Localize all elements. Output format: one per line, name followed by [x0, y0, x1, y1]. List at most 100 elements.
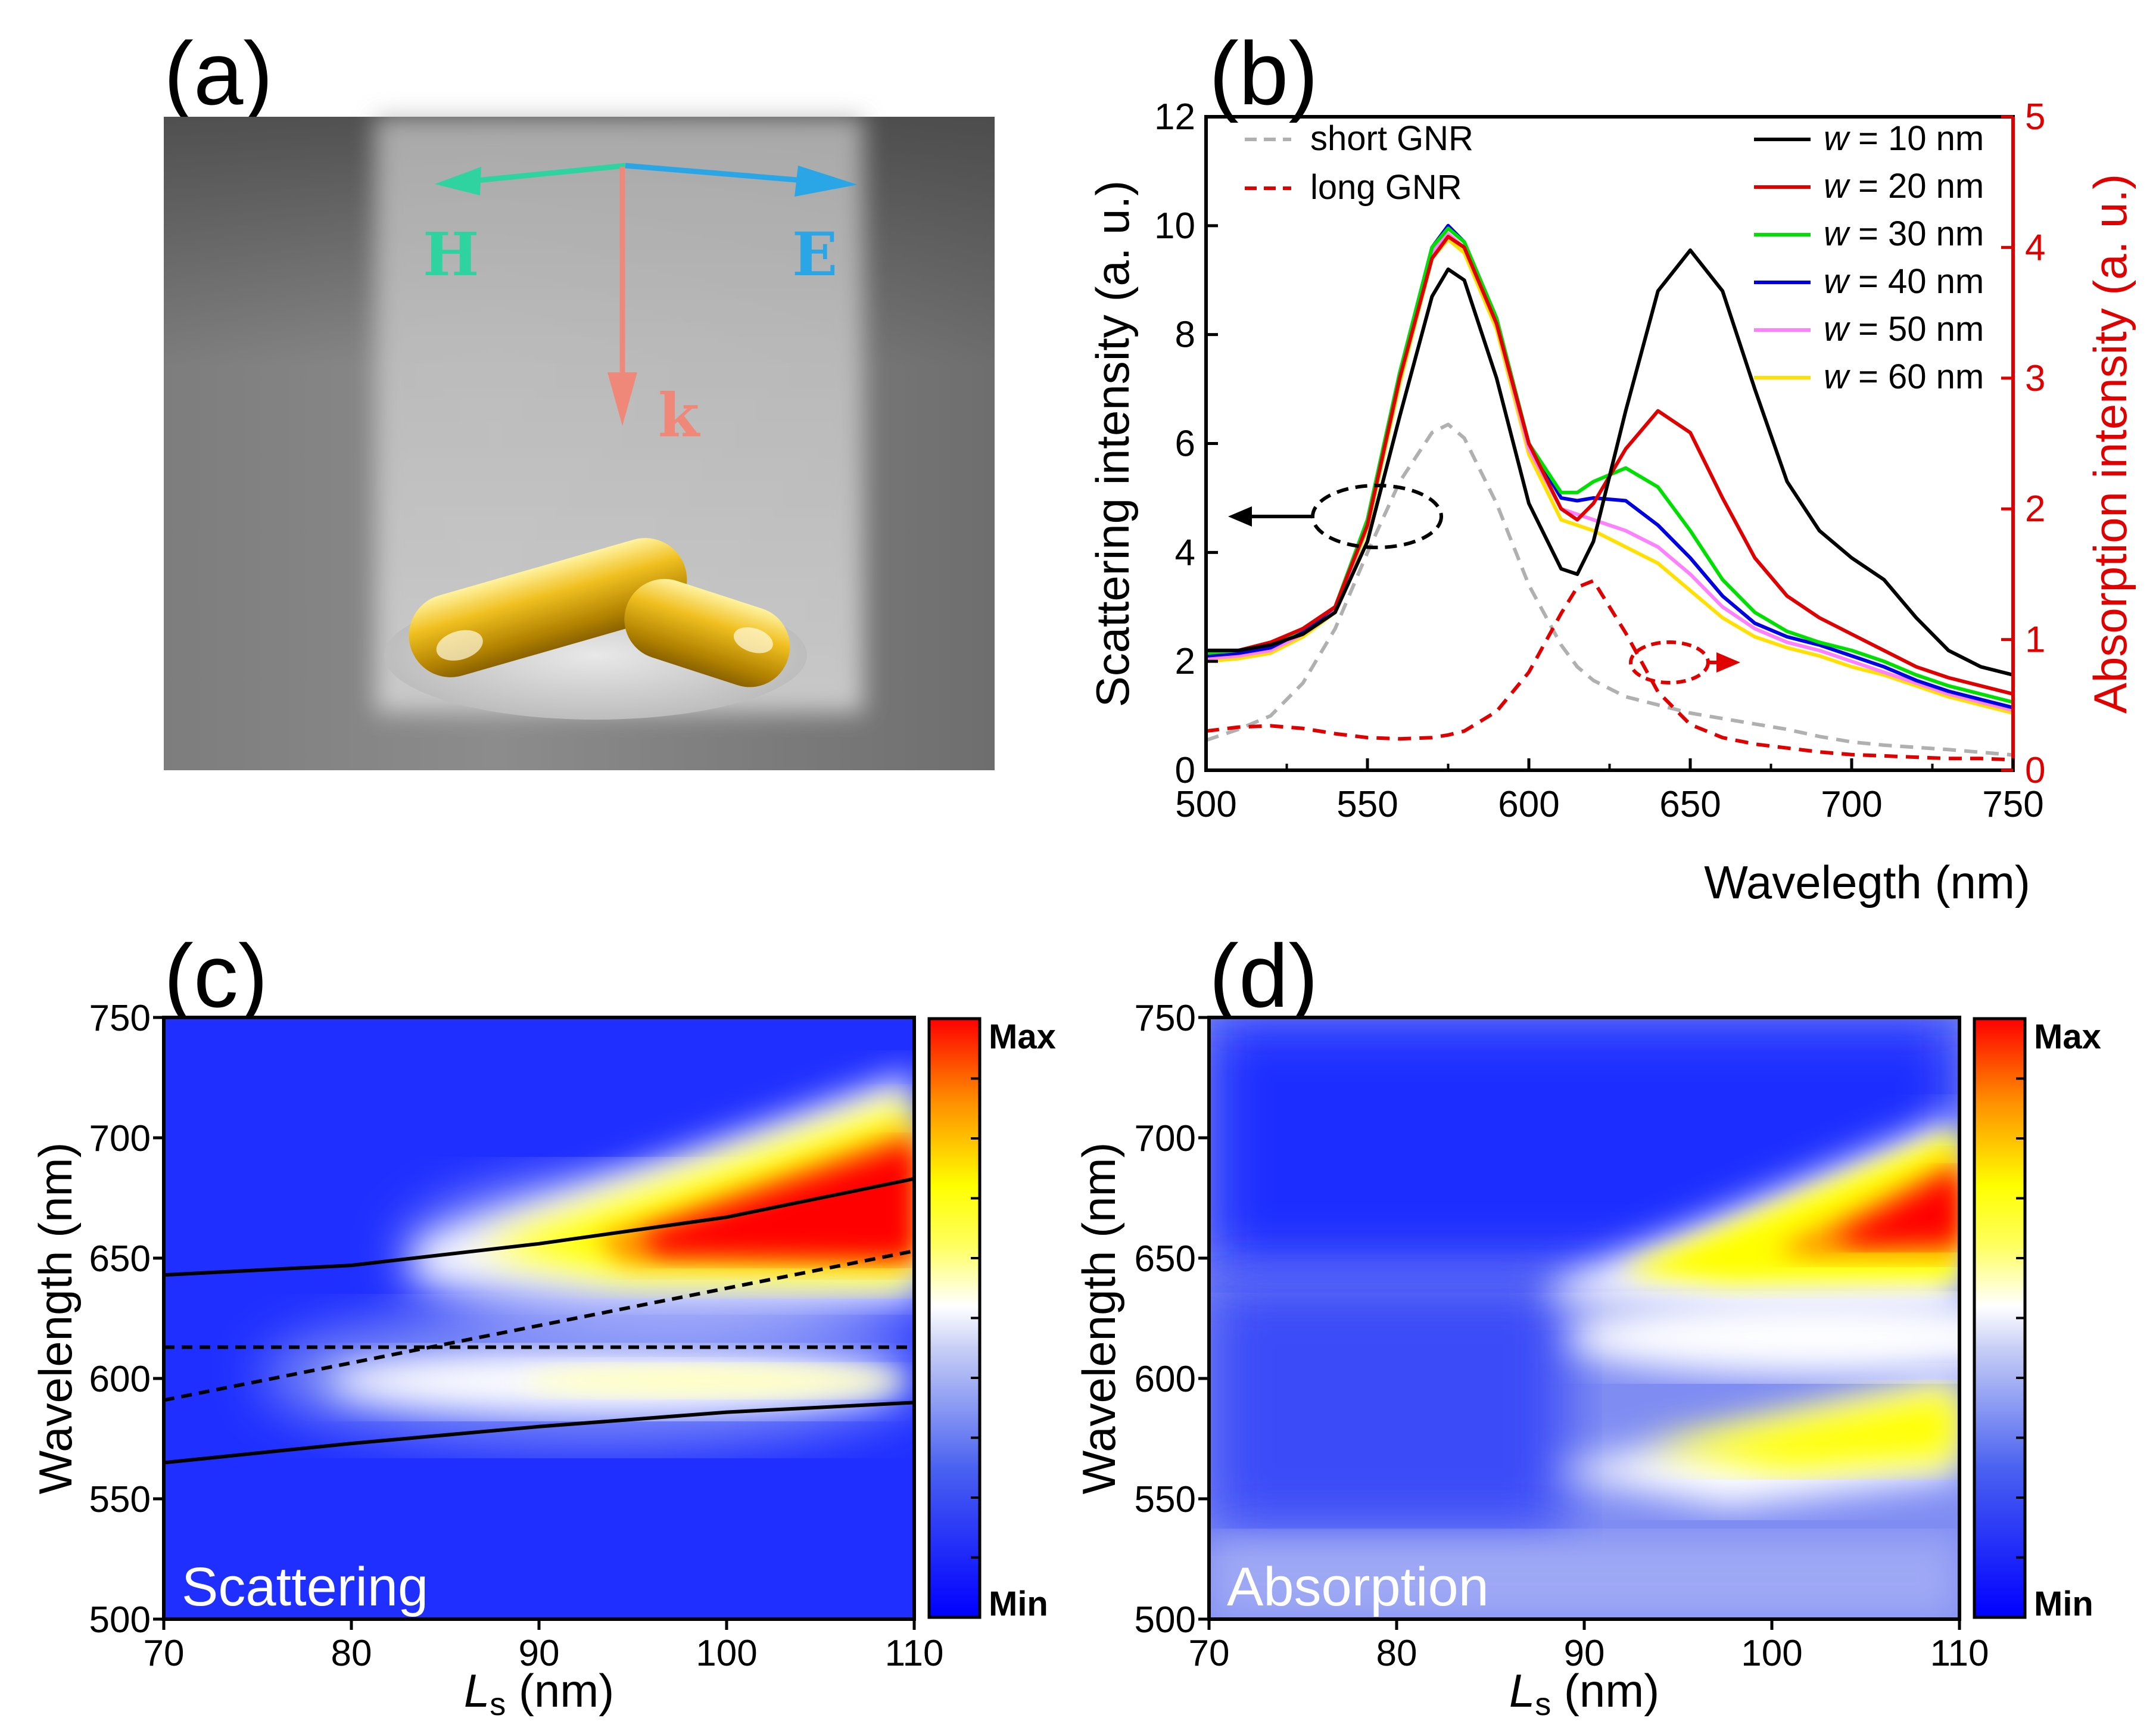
y-tick-label: 600	[1135, 1359, 1196, 1400]
absorption-heatmap	[1209, 1017, 1959, 1619]
b-x-tick-label: 650	[1659, 784, 1721, 825]
c-x-axis-unit: (nm)	[506, 1664, 614, 1717]
b-y-tick-label: 0	[1175, 750, 1195, 791]
panel-d-label: (d)	[1209, 926, 1318, 1026]
x-tick-label: 90	[519, 1633, 560, 1674]
legend-label: w = 10 nm	[1824, 119, 1984, 158]
c-y-axis-title: Wavelength (nm)	[29, 1143, 82, 1495]
y-tick-label: 700	[1135, 1118, 1196, 1159]
x-tick-label: 100	[696, 1633, 757, 1674]
y-tick-label: 550	[89, 1479, 151, 1520]
b-y-tick-label: 10	[1154, 206, 1195, 247]
short-gnr-resonance-line	[164, 1249, 914, 1402]
series-short-gnr	[1206, 422, 2013, 757]
short-gold-nanorod	[624, 578, 790, 687]
x-tick-label: 70	[144, 1633, 185, 1674]
c-x-axis-sub: s	[490, 1686, 506, 1721]
d-x-axis-title: Ls (nm)	[1509, 1664, 1659, 1721]
x-tick-label: 80	[1376, 1633, 1417, 1674]
legend-label: w = 60 nm	[1824, 357, 1984, 396]
c-colorbar-min: Min	[989, 1585, 1048, 1623]
b-x-axis-title: Wavelegth (nm)	[1704, 856, 2030, 908]
x-tick-label: 90	[1564, 1633, 1605, 1674]
x-tick-label: 70	[1189, 1633, 1230, 1674]
h-arrow	[435, 163, 626, 195]
y-tick-label: 650	[89, 1238, 151, 1280]
x-tick-label: 110	[885, 1633, 944, 1674]
b-x-tick-label: 600	[1498, 784, 1559, 825]
c-x-axis-title: Ls (nm)	[464, 1664, 614, 1721]
b-x-tick-label: 750	[1982, 784, 2043, 825]
k-arrow	[607, 167, 637, 426]
y-tick-label: 600	[89, 1359, 151, 1400]
d-y-axis-title: Wavelength (nm)	[1073, 1143, 1125, 1495]
e-arrow	[625, 163, 858, 197]
b-y2-tick-label: 1	[2025, 620, 2045, 661]
legend-label: w = 30 nm	[1824, 214, 1984, 253]
series-w-10-nm	[1206, 248, 2013, 677]
scattering-heatmap	[164, 1017, 914, 1619]
legend-label: w = 40 nm	[1824, 262, 1984, 301]
y-tick-label: 500	[89, 1599, 151, 1641]
legend-label: long GNR	[1310, 168, 1462, 207]
y-tick-label: 750	[1135, 998, 1196, 1039]
panel-c-label: (c)	[164, 926, 268, 1026]
c-colorbar-max: Max	[989, 1017, 1056, 1056]
panel-d: (d) 70 80 90 100 110 500 550 600 650 700 750 Absor…	[1073, 926, 2101, 1721]
c-x-axis-main: L	[464, 1664, 490, 1717]
d-x-axis-unit: (nm)	[1551, 1664, 1659, 1717]
legend-label: w = 50 nm	[1824, 310, 1984, 348]
d-colorbar-min: Min	[2034, 1585, 2093, 1623]
series-long-gnr	[1206, 578, 2013, 762]
h-label: H	[423, 219, 479, 290]
b-y-axis-title: Scattering intensity (a. u.)	[1086, 180, 1139, 707]
k-label: k	[658, 380, 700, 450]
lower-branch-line	[164, 1401, 914, 1465]
y-tick-label: 550	[1135, 1479, 1196, 1520]
b-y-tick-label: 2	[1175, 641, 1195, 682]
b-x-tick-label: 500	[1175, 784, 1236, 825]
y-tick-label: 500	[1135, 1599, 1196, 1641]
d-colorbar-max: Max	[2034, 1017, 2101, 1056]
b-x-tick-label: 700	[1821, 784, 1882, 825]
upper-branch-line	[164, 1177, 914, 1277]
x-tick-label: 80	[331, 1633, 372, 1674]
b-y2-axis-title: Absorption intensity (a. u.)	[2084, 174, 2136, 714]
b-y2-tick-label: 0	[2025, 750, 2045, 791]
d-x-axis-sub: s	[1535, 1686, 1551, 1721]
c-colorbar-ticks	[971, 1077, 980, 1559]
y-tick-label: 750	[89, 998, 151, 1039]
panel-c: (c) 70 80 90 100 110 500 550 600 650 700 750 Scatt…	[29, 926, 1056, 1721]
scattering-label: Scattering	[182, 1557, 428, 1617]
b-y2-tick-label: 4	[2025, 227, 2045, 268]
absorption-label: Absorption	[1227, 1557, 1489, 1617]
b-legend: short GNR long GNR w = 10 nm w = 20 nm w = 3…	[1245, 119, 1984, 396]
b-y2-tick-label: 3	[2025, 358, 2045, 399]
spectra-plot-area	[1206, 223, 2013, 762]
legend-label: short GNR	[1310, 119, 1473, 158]
plot-c-axes: 70 80 90 100 110 500 550 600 650 700 750	[89, 998, 944, 1674]
scattering-branch-lines	[164, 1177, 914, 1465]
x-tick-label: 110	[1930, 1633, 1989, 1674]
legend-label: w = 20 nm	[1824, 167, 1984, 206]
b-y-tick-label: 6	[1175, 424, 1195, 465]
b-y-tick-label: 8	[1175, 315, 1195, 356]
series-w-20-nm	[1206, 235, 2013, 696]
d-colorbar-ticks	[2016, 1077, 2025, 1559]
panel-b-label: (b)	[1209, 23, 1318, 123]
y-tick-label: 700	[89, 1118, 151, 1159]
plot-d-axes: 70 80 90 100 110 500 550 600 650 700 750	[1135, 998, 1989, 1674]
y-tick-label: 650	[1135, 1238, 1196, 1280]
panel-a: (a) H E k	[164, 23, 995, 770]
panel-a-label: (a)	[164, 23, 273, 123]
b-y2-tick-label: 2	[2025, 488, 2045, 530]
b-y-tick-label: 4	[1175, 532, 1195, 573]
x-tick-label: 100	[1741, 1633, 1802, 1674]
b-y-tick-label: 12	[1154, 97, 1195, 138]
e-label: E	[792, 219, 837, 290]
right-axis-indicator	[1629, 640, 1740, 684]
b-x-tick-label: 550	[1336, 784, 1398, 825]
